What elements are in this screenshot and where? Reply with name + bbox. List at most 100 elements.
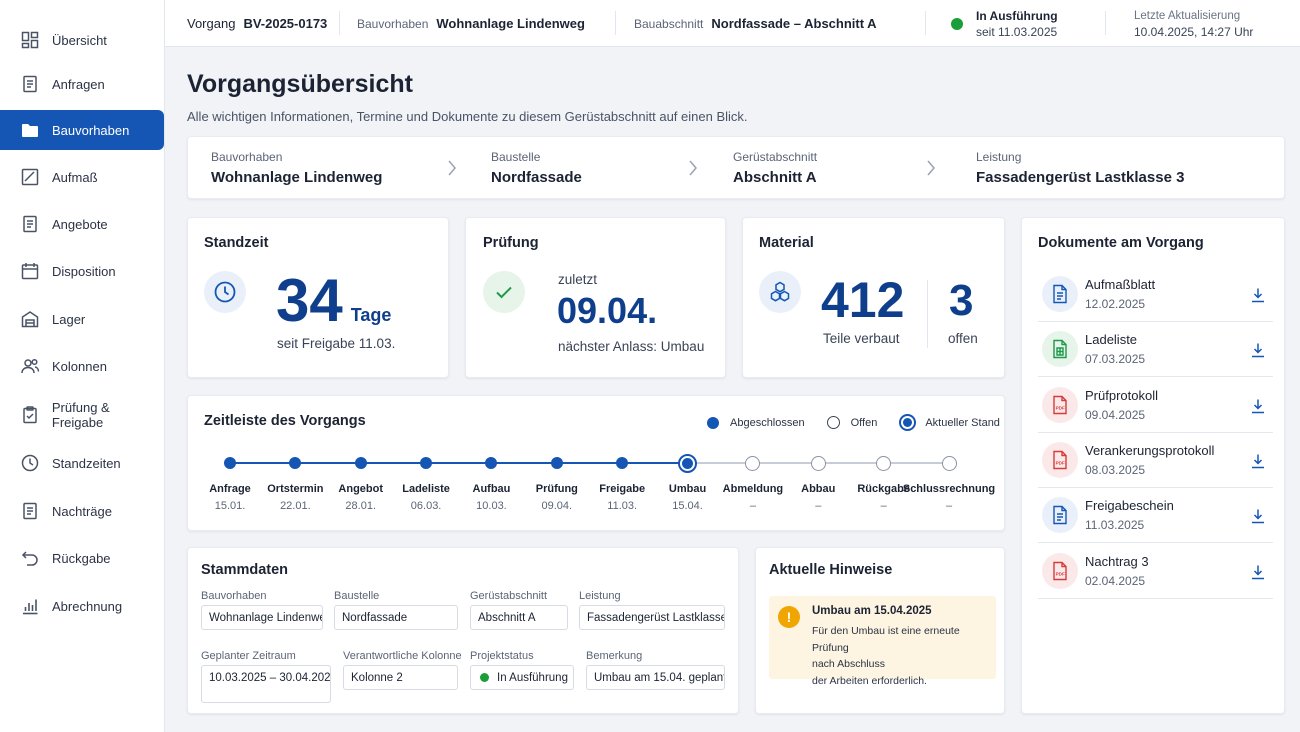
sidebar-item-angebote[interactable]: Angebote (0, 204, 164, 244)
breadcrumb-item-geruestabschnitt[interactable]: Gerüstabschnitt Abschnitt A (733, 150, 817, 186)
chevron-right-icon (926, 159, 936, 182)
breadcrumb-item-leistung[interactable]: Leistung Fassadengerüst Lastklasse 3 (976, 150, 1184, 186)
timeline-step-marker[interactable] (354, 457, 367, 469)
sidebar: Übersicht Anfragen Bauvorhaben Aufmaß An… (0, 0, 165, 732)
document-row[interactable]: PDF Prüfprotokoll 09.04.2025 (1038, 378, 1273, 433)
divider (339, 11, 340, 35)
sidebar-item-aufmass[interactable]: Aufmaß (0, 157, 164, 197)
leistung-field[interactable]: Fassadengerüst Lastklasse 3 (579, 605, 725, 630)
svg-text:PDF: PDF (1056, 571, 1065, 576)
sidebar-item-abrechnung[interactable]: Abrechnung (0, 586, 164, 626)
standzeit-unit: Tage (350, 305, 392, 325)
sidebar-item-kolonnen[interactable]: Kolonnen (0, 346, 164, 386)
field-label: Bauvorhaben (201, 590, 267, 602)
sidebar-item-bauvorhaben[interactable]: Bauvorhaben (0, 110, 164, 150)
page-subtitle: Alle wichtigen Informationen, Termine un… (187, 109, 748, 124)
timeline-step-marker[interactable] (485, 457, 498, 469)
sidebar-item-label: Nachträge (52, 503, 112, 519)
cubes-icon (759, 271, 801, 313)
material-value: 412 (821, 272, 905, 328)
sidebar-item-rueckgabe[interactable]: Rückgabe (0, 538, 164, 578)
folder-icon (20, 120, 40, 140)
document-icon (1042, 276, 1078, 312)
download-icon[interactable] (1250, 453, 1266, 469)
timeline-step-marker[interactable] (616, 457, 629, 469)
document-date: 12.02.2025 (1085, 297, 1146, 311)
timeline-step-date: – (749, 500, 756, 512)
timeline-step-label: Aufbau (472, 483, 511, 495)
breadcrumb-item-baustelle[interactable]: Baustelle Nordfassade (491, 150, 582, 186)
card-title: Standzeit (204, 235, 269, 251)
material-open-caption: offen (948, 331, 978, 346)
projektstatus-field[interactable]: In Ausführung (470, 665, 574, 690)
material-caption: Teile verbaut (823, 331, 900, 346)
download-icon[interactable] (1250, 287, 1266, 303)
timeline-progress-line (230, 462, 688, 464)
topbar-last-update: Letzte Aktualisierung 10.04.2025, 14:27 … (1134, 0, 1253, 47)
download-icon[interactable] (1250, 342, 1266, 358)
zeitraum-field[interactable]: 10.03.2025 – 30.04.2025 (201, 665, 331, 703)
timeline-legend: Abgeschlossen Offen Aktueller Stand (707, 414, 1000, 431)
timeline-step-marker[interactable] (745, 455, 761, 471)
timeline-step-label: Abmeldung (722, 483, 784, 495)
document-icon (20, 214, 40, 234)
breadcrumb-value: Nordfassade (491, 169, 582, 186)
clipboard-check-icon (20, 405, 40, 425)
status-dot (951, 17, 963, 30)
timeline-step-marker[interactable] (420, 457, 433, 469)
document-row[interactable]: Aufmaßblatt 12.02.2025 (1038, 267, 1273, 322)
breadcrumb-label: Baustelle (491, 150, 541, 164)
timeline-step-marker[interactable] (224, 457, 236, 469)
sidebar-item-anfragen[interactable]: Anfragen (0, 64, 164, 104)
legend-done-marker (707, 416, 719, 429)
timeline-step-marker[interactable] (550, 457, 563, 469)
breadcrumb-item-bauvorhaben[interactable]: Bauvorhaben Wohnanlage Lindenweg (211, 150, 382, 186)
divider (925, 11, 926, 35)
timeline-step-marker[interactable] (678, 453, 698, 473)
clock-icon (20, 453, 40, 473)
timeline-step-label: Anfrage (209, 483, 251, 495)
download-icon[interactable] (1250, 564, 1266, 580)
legend-current-marker (899, 414, 917, 431)
document-row[interactable]: Freigabeschein 11.03.2025 (1038, 488, 1273, 544)
sidebar-item-disposition[interactable]: Disposition (0, 251, 164, 291)
sidebar-item-nachtraege[interactable]: Nachträge (0, 491, 164, 531)
timeline-card: Zeitleiste des Vorgangs Abgeschlossen Of… (187, 395, 1005, 531)
bauvorhaben-field[interactable]: Wohnanlage Lindenweg (201, 605, 323, 630)
download-icon[interactable] (1250, 508, 1266, 524)
document-date: 02.04.2025 (1085, 573, 1146, 588)
timeline-step-date: 28.01. (345, 500, 377, 512)
document-row[interactable]: PDF Nachtrag 3 02.04.2025 (1038, 544, 1273, 599)
timeline-step-marker[interactable] (289, 457, 302, 469)
hint-box: ! Umbau am 15.04.2025 Für den Umbau ist … (769, 596, 996, 687)
download-icon[interactable] (1250, 398, 1266, 414)
pdf-icon: PDF (1042, 552, 1078, 589)
timeline-step-label: Freigabe (599, 483, 646, 495)
document-name: Verankerungsprotokoll (1085, 442, 1215, 458)
sidebar-item-standzeiten[interactable]: Standzeiten (0, 443, 164, 483)
chevron-right-icon (447, 159, 457, 182)
bemerkung-field[interactable]: Umbau am 15.04. geplant (586, 665, 725, 690)
timeline-step-marker[interactable] (941, 455, 957, 471)
topbar-vorgang-label: Vorgang (187, 16, 236, 31)
kolonne-field[interactable]: Kolonne 2 (343, 665, 458, 690)
timeline-step-marker[interactable] (876, 455, 892, 471)
hint-text: Für den Umbau ist eine erneute Prüfung (812, 625, 960, 654)
sidebar-item-uebersicht[interactable]: Übersicht (0, 20, 164, 60)
clock-icon (204, 271, 246, 313)
hint-text: nach Abschluss (812, 658, 885, 670)
sidebar-item-lager[interactable]: Lager (0, 299, 164, 339)
document-name: Nachtrag 3 (1085, 553, 1149, 569)
timeline-step-marker[interactable] (810, 455, 826, 471)
legend-current-label: Aktueller Stand (925, 416, 1000, 429)
document-row[interactable]: Ladeliste 07.03.2025 (1038, 322, 1273, 378)
status-label: In Ausführung (976, 8, 1058, 23)
baustelle-field[interactable]: Nordfassade (334, 605, 458, 630)
last-update-value: 10.04.2025, 14:27 Uhr (1134, 24, 1254, 39)
document-row[interactable]: PDF Verankerungsprotokoll 08.03.2025 (1038, 433, 1273, 488)
card-title: Stammdaten (201, 562, 289, 578)
top-bar: Vorgang BV-2025-0173 Bauvorhaben Wohnanl… (165, 0, 1300, 47)
card-title: Material (759, 235, 814, 251)
geruestabschnitt-field[interactable]: Abschnitt A (470, 605, 568, 630)
sidebar-item-pruefung-freigabe[interactable]: Prüfung & Freigabe (0, 395, 164, 435)
